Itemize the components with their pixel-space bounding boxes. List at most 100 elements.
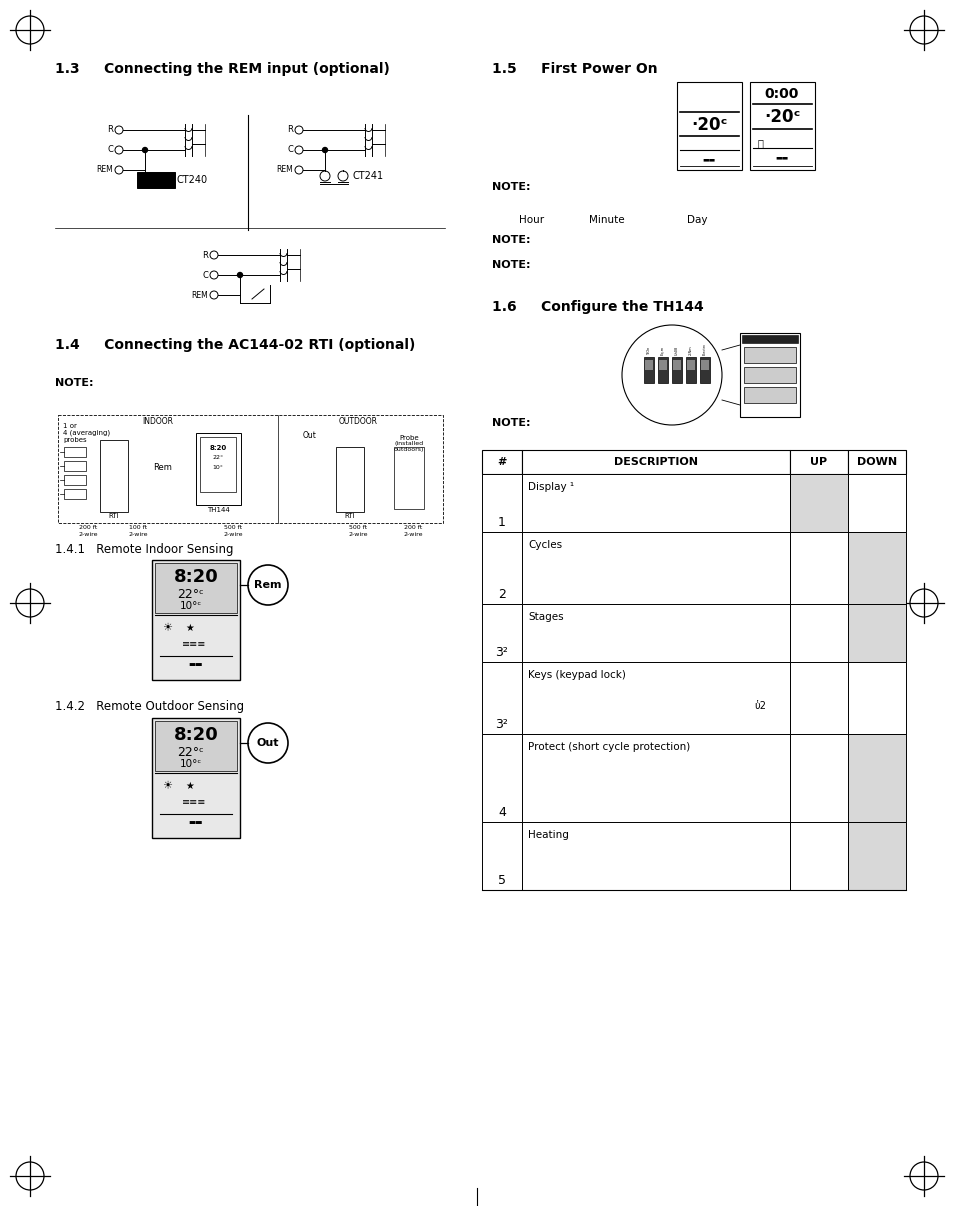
Bar (789, 662, 847, 734)
Text: REM: REM (191, 291, 208, 299)
Text: 3²: 3² (495, 718, 508, 731)
Text: 1: 1 (497, 515, 505, 528)
Bar (521, 532, 789, 604)
Bar (394, 447, 423, 509)
Text: 2-wire: 2-wire (78, 532, 97, 537)
Bar (847, 604, 905, 662)
Circle shape (115, 125, 123, 134)
Bar (659, 361, 666, 370)
Bar (137, 172, 174, 188)
Text: Day: Day (686, 215, 706, 226)
Bar (847, 822, 905, 890)
Text: RTI: RTI (344, 513, 355, 519)
Text: C: C (107, 146, 112, 154)
Bar (789, 822, 847, 890)
Text: 2-wire: 2-wire (128, 532, 148, 537)
Bar (740, 333, 800, 417)
Bar (481, 532, 521, 604)
Circle shape (621, 324, 721, 425)
Text: 5: 5 (497, 873, 505, 886)
Text: C: C (202, 270, 208, 280)
Bar (741, 335, 797, 343)
Circle shape (319, 171, 330, 181)
Bar (847, 532, 905, 604)
Text: Probe: Probe (398, 435, 418, 441)
Text: NOTE:: NOTE: (492, 235, 530, 245)
Circle shape (322, 147, 327, 152)
Text: ★: ★ (186, 781, 194, 791)
Text: 1.3     Connecting the REM input (optional): 1.3 Connecting the REM input (optional) (55, 62, 390, 76)
Text: ·20ᶜ: ·20ᶜ (763, 109, 800, 125)
Bar (195, 433, 241, 505)
Text: Keys (keypad lock): Keys (keypad lock) (527, 671, 625, 680)
Bar (154, 721, 236, 771)
Text: 1.4.1   Remote Indoor Sensing: 1.4.1 Remote Indoor Sensing (55, 543, 233, 556)
Circle shape (296, 422, 323, 447)
Text: Out: Out (256, 738, 279, 748)
Bar (789, 532, 847, 604)
Text: 2-wire: 2-wire (403, 532, 422, 537)
Text: NOTE:: NOTE: (492, 418, 530, 428)
Text: 8:20: 8:20 (209, 445, 227, 451)
Text: Hour: Hour (518, 215, 544, 226)
Text: 0:00: 0:00 (764, 87, 799, 101)
Circle shape (115, 146, 123, 154)
Bar (154, 563, 236, 613)
Text: OUTDOOR: OUTDOOR (338, 417, 377, 426)
Circle shape (237, 273, 242, 277)
Text: 1.5     First Power On: 1.5 First Power On (492, 62, 657, 76)
Text: 10°: 10° (213, 466, 223, 470)
Text: ὑ2: ὑ2 (753, 701, 765, 712)
Text: 3²: 3² (495, 645, 508, 658)
Bar (152, 560, 240, 680)
Text: TH144: TH144 (207, 507, 229, 513)
Text: Display ¹: Display ¹ (527, 482, 574, 492)
Bar (671, 357, 681, 384)
Text: 1: 1 (142, 177, 146, 182)
Circle shape (248, 564, 288, 605)
Bar (58, 415, 442, 523)
Bar (643, 357, 654, 384)
Text: 22°ᶜ: 22°ᶜ (177, 589, 204, 601)
Bar (743, 387, 795, 403)
Text: 22°ᶜ: 22°ᶜ (177, 747, 204, 759)
Bar (64, 447, 86, 457)
Bar (152, 718, 240, 838)
Text: 1.4     Connecting the AC144-02 RTI (optional): 1.4 Connecting the AC144-02 RTI (optiona… (55, 338, 415, 352)
Text: T/On: T/On (646, 347, 650, 355)
Text: NOTE:: NOTE: (492, 260, 530, 270)
Text: ≡≡≡: ≡≡≡ (182, 797, 206, 807)
Circle shape (115, 166, 123, 174)
Bar (700, 357, 709, 384)
Circle shape (139, 175, 149, 185)
Text: ▬▬: ▬▬ (189, 660, 203, 668)
Circle shape (163, 175, 172, 185)
Text: 10°ᶜ: 10°ᶜ (180, 601, 202, 611)
Text: probes: probes (63, 437, 87, 443)
Bar (521, 822, 789, 890)
Text: 2-wire: 2-wire (223, 532, 242, 537)
Text: 2: 2 (154, 177, 157, 182)
Text: 200 ft: 200 ft (403, 525, 421, 529)
Text: RTI: RTI (109, 513, 119, 519)
Circle shape (151, 175, 161, 185)
Text: Heating: Heating (527, 830, 568, 841)
Text: Un08: Un08 (675, 346, 679, 355)
Circle shape (210, 251, 218, 259)
Text: DESCRIPTION: DESCRIPTION (614, 457, 698, 467)
Bar (481, 734, 521, 822)
Circle shape (294, 166, 303, 174)
Text: R: R (107, 125, 112, 135)
Bar (481, 450, 521, 474)
Circle shape (210, 291, 218, 299)
Text: 4: 4 (497, 806, 505, 819)
Bar (672, 361, 680, 370)
Bar (64, 475, 86, 485)
Circle shape (248, 724, 288, 763)
Text: Protect (short cycle protection): Protect (short cycle protection) (527, 742, 690, 753)
Bar (743, 347, 795, 363)
Text: 4 (averaging): 4 (averaging) (63, 431, 110, 437)
Text: ☀: ☀ (162, 781, 172, 791)
Text: INDOOR: INDOOR (142, 417, 173, 426)
Bar (743, 367, 795, 384)
